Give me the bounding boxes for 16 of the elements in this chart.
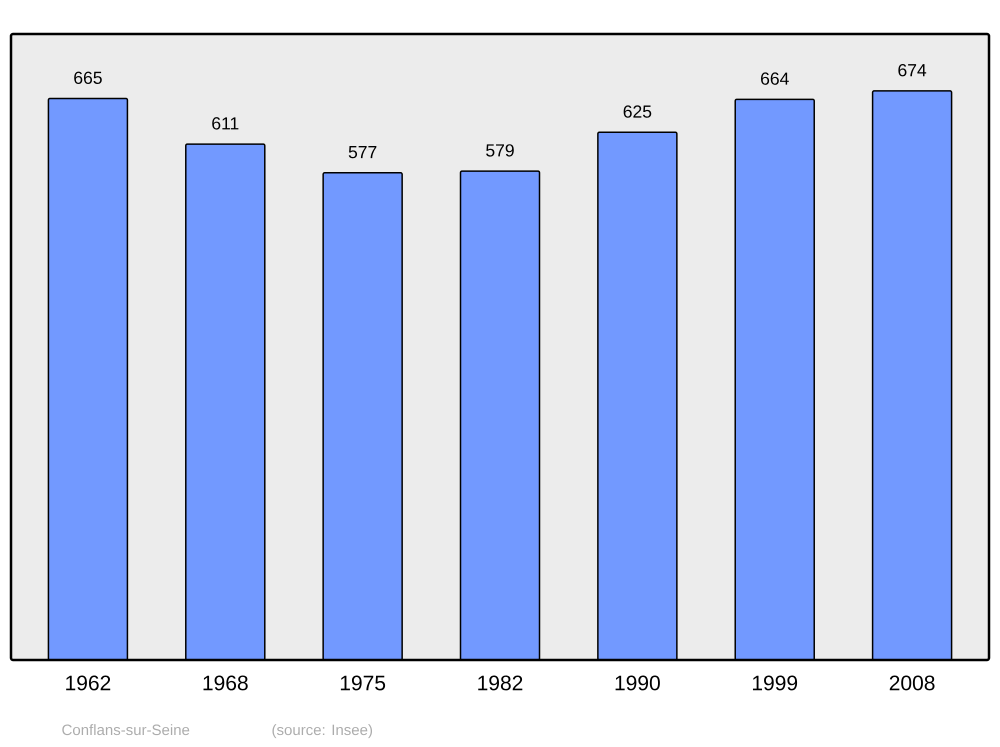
data-label: 625 — [624, 105, 652, 118]
x-tick-label: 1990 — [616, 676, 660, 690]
data-label: 665 — [74, 72, 102, 84]
x-tick-label: 1982 — [478, 676, 522, 690]
data-label: 611 — [212, 117, 238, 130]
x-tick-label: 1975 — [340, 676, 386, 690]
data-label: 577 — [348, 146, 376, 158]
data-label: 579 — [486, 144, 514, 157]
x-tick-label: 1968 — [204, 676, 248, 690]
text: (source: Insee) — [272, 724, 372, 738]
data-label: 674 — [898, 64, 926, 76]
text: Conflans-sur-Seine — [62, 724, 190, 736]
x-tick-label: 1962 — [66, 676, 110, 690]
data-label: 664 — [761, 72, 789, 85]
x-tick-label: 2008 — [890, 676, 935, 690]
x-tick-label: 1999 — [752, 676, 798, 690]
